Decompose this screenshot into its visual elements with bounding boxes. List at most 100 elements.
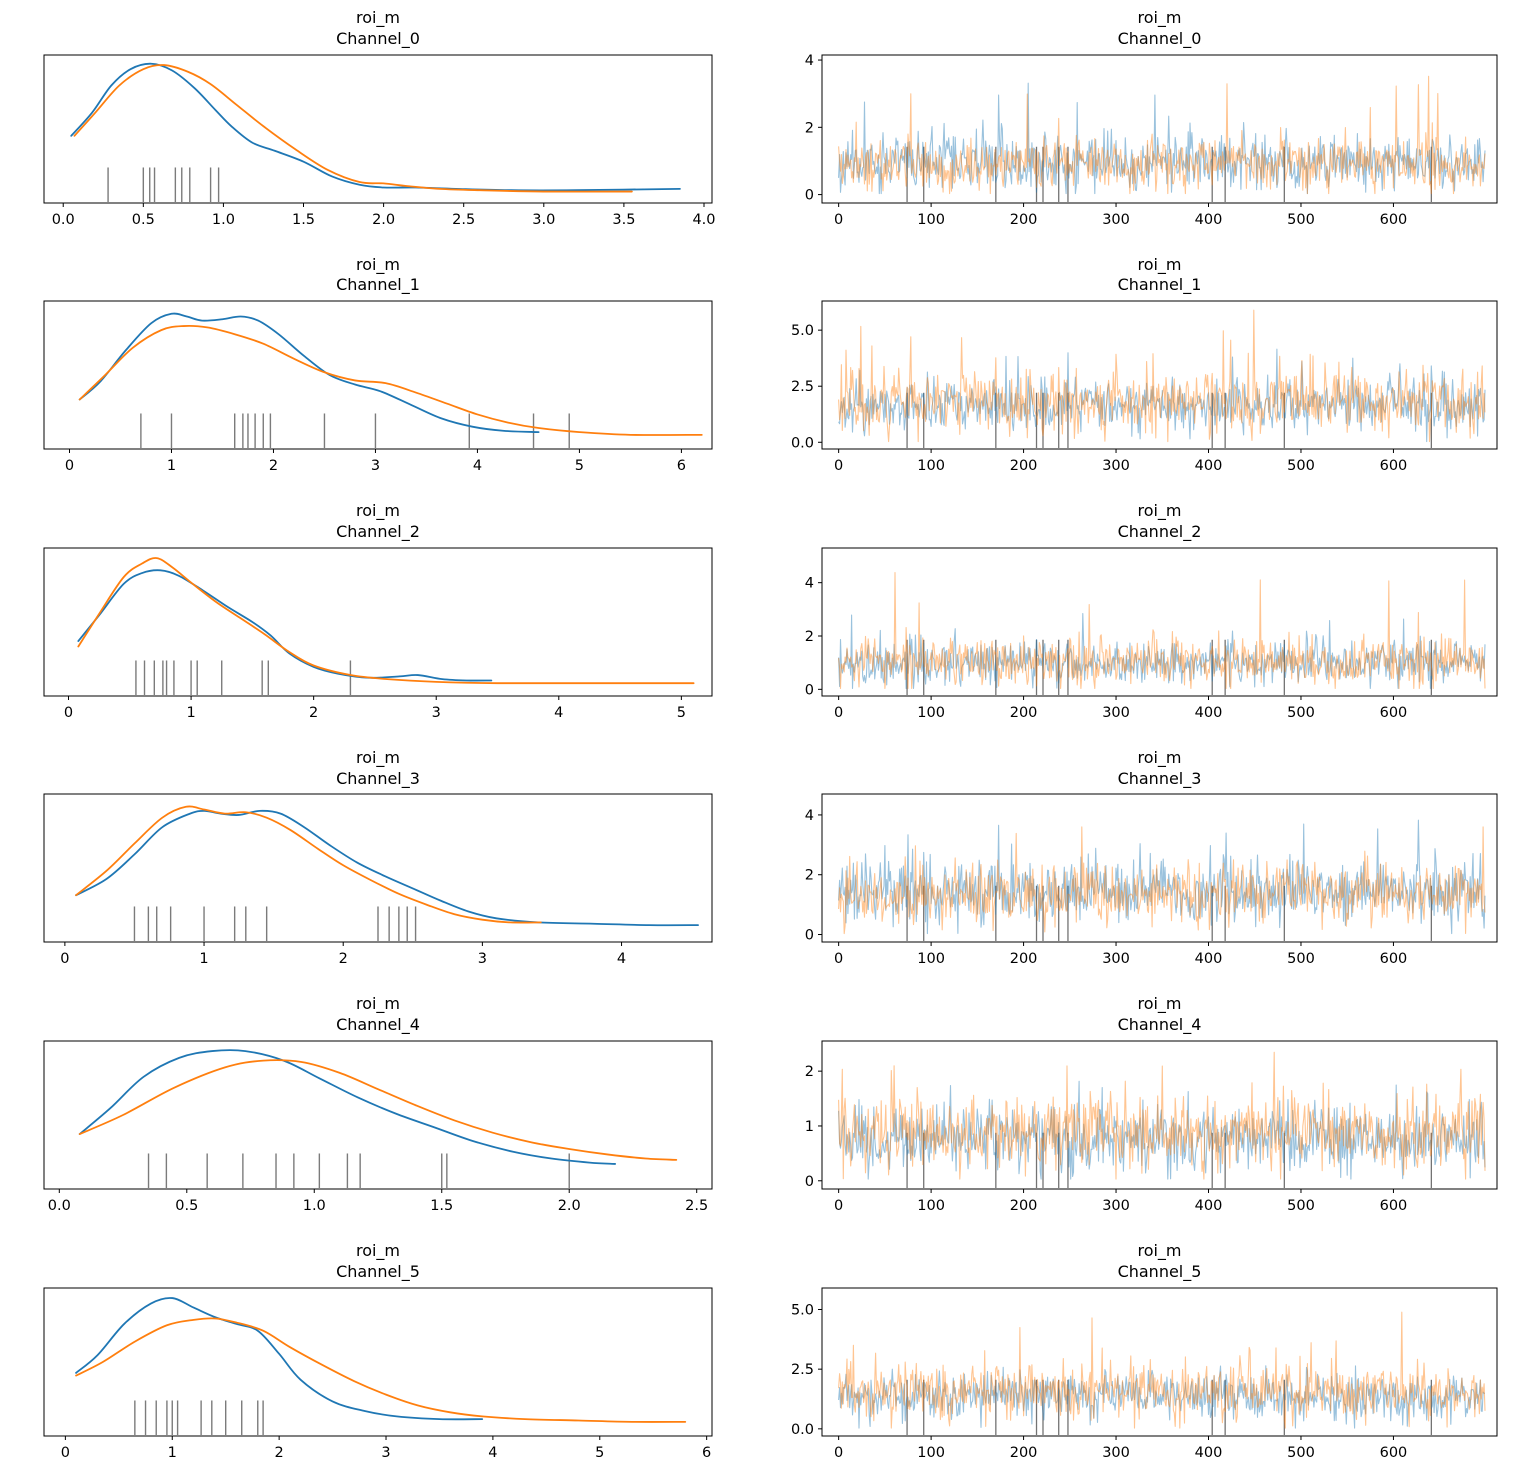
trace-line-orange: [838, 1051, 1486, 1180]
x-tick-label: 5: [595, 1445, 604, 1461]
y-tick-label: 5.0: [791, 323, 814, 339]
x-tick-label: 300: [1102, 458, 1130, 474]
x-tick-label: 4.0: [692, 212, 715, 228]
kde-panel-channel-1: roi_m Channel_1 0 1 2 3 4 5 6: [8, 255, 720, 487]
x-tick-label: 100: [917, 1198, 945, 1214]
x-tick-label: 5: [575, 458, 584, 474]
title-line-channel: Channel_4: [336, 1015, 420, 1035]
y-tick-label: 4: [805, 575, 814, 591]
y-tick-label: 2: [805, 1064, 814, 1080]
y-tick-label: 0: [805, 682, 814, 698]
figure-row-3: roi_m Channel_3 0 1 2 3 4 roi_m Channel_3 0 1…: [8, 748, 1510, 980]
kde-chart-channel-0: 0.0 0.5 1.0 1.5 2.0 2.5 3.0 3.5 4.0: [43, 54, 716, 228]
x-tick-label: 400: [1195, 1198, 1223, 1214]
x-tick-label: 1.5: [292, 212, 315, 228]
x-tick-label: 0: [61, 1445, 70, 1461]
title-line-channel: Channel_1: [1117, 275, 1202, 295]
figure-row-1: roi_m Channel_1 0 1 2 3 4 5 6 roi_m Channel_1 …: [8, 255, 1510, 487]
x-tick-label: 0: [65, 458, 74, 474]
x-tick-label: 400: [1195, 705, 1223, 721]
title-line-channel: Channel_0: [1117, 28, 1202, 48]
x-tick-label: 0: [834, 951, 843, 967]
figure-row-0: roi_m Channel_0 0.0 0.5 1.0 1.5 2.0 2.5 3.0 3.5…: [8, 8, 1510, 240]
x-tick-label: 300: [1102, 1198, 1130, 1214]
kde-chart-channel-3: 0 1 2 3 4: [43, 793, 713, 967]
y-tick-label: 2: [805, 868, 814, 884]
chart-title: roi_m Channel_2: [822, 501, 1497, 543]
kde-curve-blue: [78, 1049, 617, 1165]
axes-frame: [821, 547, 1498, 697]
trace-chart-channel-1: 0 100 200 300 400 500 600 0.0 2.5 5.0: [791, 300, 1498, 474]
x-tick-label: 200: [1010, 212, 1038, 228]
trace-line-orange: [838, 309, 1486, 443]
title-line-channel: Channel_0: [336, 28, 420, 48]
x-tick-label: 3: [371, 458, 380, 474]
x-tick-label: 600: [1380, 1445, 1408, 1461]
kde-curve-blue: [75, 1296, 484, 1420]
figure-row-4: roi_m Channel_4 0.0 0.5 1.0 1.5 2.0 2.5 roi_m…: [8, 994, 1510, 1226]
x-tick-label: 3: [432, 705, 441, 721]
y-tick-label: 2: [805, 120, 814, 136]
kde-chart-channel-1: 0 1 2 3 4 5 6: [43, 300, 713, 474]
x-tick-label: 0: [60, 951, 69, 967]
y-tick-label: 4: [805, 53, 814, 69]
x-tick-label: 300: [1102, 705, 1130, 721]
x-tick-label: 2: [275, 1445, 284, 1461]
x-tick-label: 2.5: [685, 1198, 708, 1214]
axes-frame: [821, 300, 1498, 450]
kde-panel-channel-0: roi_m Channel_0 0.0 0.5 1.0 1.5 2.0 2.5 3.0 3.5…: [8, 8, 720, 240]
kde-curve-orange: [78, 1059, 678, 1161]
axes-frame: [821, 1287, 1498, 1437]
kde-chart-channel-4: 0.0 0.5 1.0 1.5 2.0 2.5: [43, 1040, 713, 1214]
x-tick-label: 600: [1380, 951, 1408, 967]
title-line-top: roi_m: [355, 747, 401, 767]
title-line-channel: Channel_4: [1117, 1015, 1202, 1035]
trace-line-orange: [838, 571, 1486, 689]
trace-chart-channel-4: 0 100 200 300 400 500 600 0 1 2: [805, 1040, 1498, 1214]
x-tick-label: 600: [1380, 212, 1408, 228]
x-tick-label: 0: [834, 1445, 843, 1461]
x-tick-label: 200: [1010, 951, 1038, 967]
x-tick-label: 100: [917, 951, 945, 967]
x-tick-label: 100: [917, 1445, 945, 1461]
kde-panel-channel-5: roi_m Channel_5 0 1 2 3 4 5 6: [8, 1241, 720, 1473]
title-line-top: roi_m: [355, 1240, 401, 1260]
chart-title: roi_m Channel_5: [44, 1241, 712, 1283]
kde-curve-orange: [73, 63, 633, 193]
trace-panel-channel-1: roi_m Channel_1 0 100 200 300 400 500 600 0.0 2.…: [760, 255, 1507, 487]
y-tick-label: 5.0: [791, 1302, 814, 1318]
x-tick-label: 200: [1010, 1198, 1038, 1214]
title-line-top: roi_m: [1137, 1240, 1182, 1260]
trace-line-orange: [838, 826, 1486, 935]
x-tick-label: 0: [64, 705, 73, 721]
kde-curve-blue: [77, 569, 493, 682]
y-tick-label: 4: [805, 808, 814, 824]
title-line-top: roi_m: [1137, 8, 1182, 27]
x-tick-label: 100: [917, 458, 945, 474]
kde-curve-orange: [75, 1317, 687, 1423]
axes-frame: [43, 1287, 713, 1437]
title-line-channel: Channel_3: [1117, 768, 1202, 788]
y-tick-label: 0: [805, 928, 814, 944]
x-tick-label: 100: [917, 705, 945, 721]
x-tick-label: 5: [677, 705, 686, 721]
x-tick-label: 3.5: [612, 212, 635, 228]
kde-panel-channel-2: roi_m Channel_2 0 1 2 3 4 5: [8, 501, 720, 733]
x-tick-label: 500: [1287, 458, 1315, 474]
trace-line-blue: [838, 348, 1486, 443]
title-line-top: roi_m: [355, 254, 401, 274]
x-tick-label: 0: [834, 705, 843, 721]
x-tick-label: 4: [473, 458, 482, 474]
chart-title: roi_m Channel_1: [44, 255, 712, 297]
axes-frame: [43, 300, 713, 450]
kde-chart-channel-5: 0 1 2 3 4 5 6: [43, 1287, 713, 1461]
x-tick-label: 0: [834, 1198, 843, 1214]
trace-line-blue: [838, 612, 1486, 689]
axes-frame: [821, 1040, 1498, 1190]
kde-panel-channel-4: roi_m Channel_4 0.0 0.5 1.0 1.5 2.0 2.5: [8, 994, 720, 1226]
x-tick-label: 1: [186, 705, 195, 721]
y-tick-label: 0.0: [791, 1421, 814, 1437]
x-tick-label: 2: [269, 458, 278, 474]
x-tick-label: 0.0: [48, 1198, 71, 1214]
title-line-top: roi_m: [1137, 994, 1182, 1014]
